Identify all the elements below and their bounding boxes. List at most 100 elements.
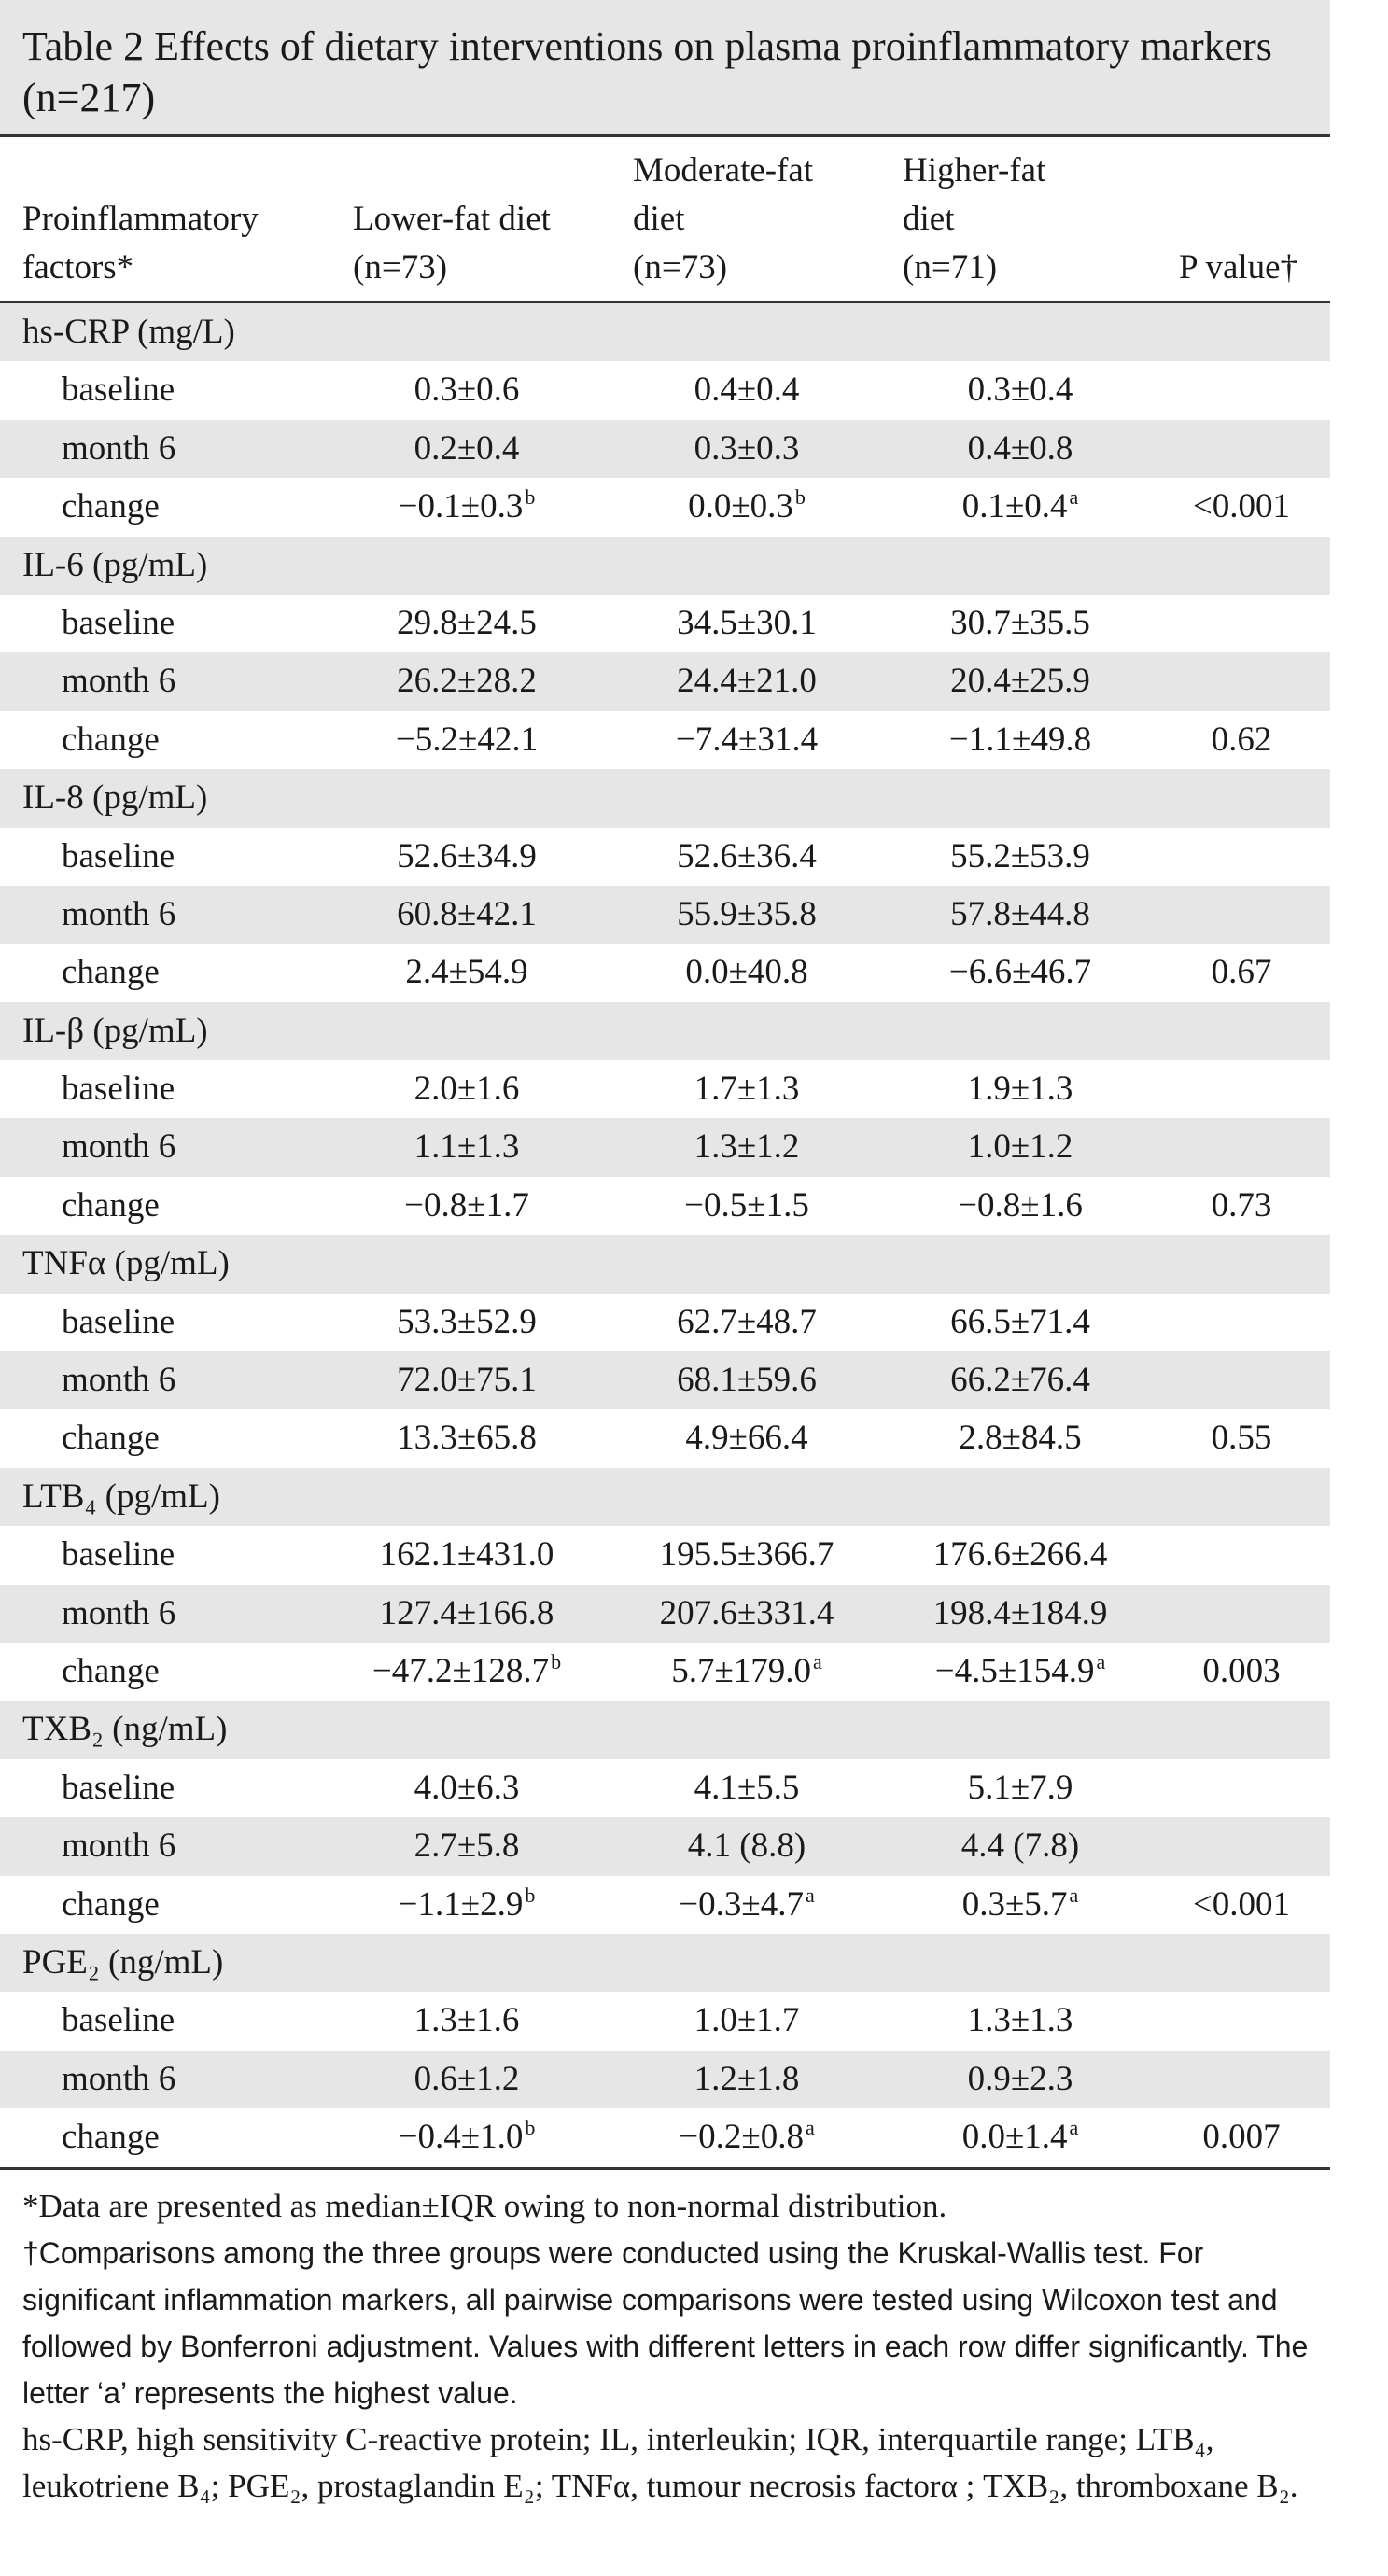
significance-letter: b: [525, 2116, 536, 2140]
lower-fat-value: 60.8±42.1: [280, 886, 653, 944]
table-row: change −5.2±42.1 −7.4±31.4 −1.1±49.8 0.62: [0, 711, 1330, 769]
table-row: baseline 29.8±24.5 34.5±30.1 30.7±35.5: [0, 595, 1330, 652]
table-row: baseline 162.1±431.0 195.5±366.7 176.6±266.…: [0, 1526, 1330, 1584]
lower-fat-value-text: 0.2±0.4: [414, 428, 520, 468]
higher-fat-value: 198.4±184.9: [834, 1585, 1207, 1643]
table-row: month 6 127.4±166.8 207.6±331.4 198.4±184.9: [0, 1584, 1330, 1643]
table-row: baseline 1.3±1.6 1.0±1.7 1.3±1.3: [0, 1992, 1330, 2050]
footnote-comparisons: †Comparisons among the three groups were…: [22, 2235, 1309, 2410]
higher-fat-value-text: 57.8±44.8: [950, 894, 1090, 933]
higher-fat-value: 1.0±1.2: [834, 1118, 1207, 1176]
higher-fat-value: −1.1±49.8: [834, 711, 1207, 769]
higher-fat-value: 0.3±0.4: [834, 361, 1207, 419]
significance-letter: a: [813, 1649, 822, 1673]
higher-fat-value-text: 20.4±25.9: [950, 662, 1090, 701]
higher-fat-value: 0.4±0.8: [834, 420, 1207, 478]
row-label: change: [62, 1419, 160, 1458]
row-label: month 6: [62, 1593, 176, 1632]
table-row: change 2.4±54.9 0.0±40.8 −6.6±46.7 0.67: [0, 944, 1330, 1001]
row-label: change: [62, 720, 160, 759]
higher-fat-value-text: 176.6±266.4: [932, 1535, 1108, 1575]
moderate-fat-value-text: −0.5±1.5: [684, 1185, 809, 1225]
higher-fat-value: 55.2±53.9: [834, 828, 1207, 886]
table-row: change 13.3±65.8 4.9±66.4 2.8±84.5 0.55: [0, 1409, 1330, 1467]
table-row: baseline 4.0±6.3 4.1±5.5 5.1±7.9: [0, 1759, 1330, 1817]
lower-fat-value-text: 2.0±1.6: [414, 1070, 520, 1109]
higher-fat-value-text: 0.1±0.4: [961, 487, 1068, 526]
higher-fat-value-text: −6.6±46.7: [948, 953, 1092, 992]
lower-fat-value: −0.8±1.7: [280, 1177, 653, 1235]
moderate-fat-value-text: 207.6±331.4: [659, 1593, 834, 1632]
higher-fat-value-text: 4.4 (7.8): [960, 1827, 1080, 1866]
group-label: IL-β (pg/mL): [22, 1011, 208, 1050]
moderate-fat-value: 68.1±59.6: [560, 1351, 933, 1409]
table-row: month 6 0.2±0.4 0.3±0.3 0.4±0.8: [0, 419, 1330, 479]
higher-fat-value-text: 0.0±1.4: [961, 2118, 1068, 2157]
lower-fat-value: 162.1±431.0: [280, 1526, 653, 1584]
lower-fat-value-text: 0.3±0.6: [414, 371, 520, 410]
significance-letter: b: [551, 1649, 562, 1673]
group-row: TNFα (pg/mL): [0, 1235, 1330, 1294]
higher-fat-value: 1.3±1.3: [834, 1992, 1207, 2050]
moderate-fat-value-text: 1.0±1.7: [694, 2001, 800, 2040]
table-title: Table 2 Effects of dietary interventions…: [0, 0, 1330, 137]
higher-fat-value: 57.8±44.8: [834, 886, 1207, 944]
lower-fat-value: 2.4±54.9: [280, 944, 653, 1001]
lower-fat-value-text: −1.1±2.9: [398, 1884, 524, 1924]
row-label: month 6: [62, 662, 176, 701]
lower-fat-value: 0.6±1.2: [280, 2051, 653, 2108]
moderate-fat-value-text: 55.9±35.8: [677, 894, 817, 933]
lower-fat-value: −5.2±42.1: [280, 711, 653, 769]
moderate-fat-value-text: 4.1 (8.8): [687, 1827, 806, 1866]
moderate-fat-value: 0.3±0.3: [560, 420, 933, 478]
higher-fat-value: −4.5±154.9a: [834, 1643, 1207, 1701]
moderate-fat-value-text: −7.4±31.4: [675, 720, 819, 759]
group-label: hs-CRP (mg/L): [22, 313, 235, 351]
lower-fat-value-text: 13.3±65.8: [397, 1419, 537, 1458]
moderate-fat-value: 4.1±5.5: [560, 1759, 933, 1817]
p-value: 0.62: [1211, 720, 1272, 759]
lower-fat-value-text: 4.0±6.3: [414, 1768, 520, 1807]
group-label: TXB₂ (ng/mL): [22, 1710, 228, 1749]
table-row: month 6 60.8±42.1 55.9±35.8 57.8±44.8: [0, 885, 1330, 945]
lower-fat-value-text: 2.7±5.8: [414, 1827, 520, 1866]
lower-fat-value: 29.8±24.5: [280, 595, 653, 652]
header-higher-fat: Higher-fat diet (n=71): [903, 151, 1046, 287]
lower-fat-value: 13.3±65.8: [280, 1409, 653, 1467]
row-label: month 6: [62, 2059, 176, 2098]
header-lower-fat: Lower-fat diet (n=73): [353, 200, 551, 287]
row-label: month 6: [62, 1361, 176, 1400]
lower-fat-value-text: −47.2±128.7: [372, 1651, 550, 1690]
higher-fat-value: 1.9±1.3: [834, 1060, 1207, 1118]
moderate-fat-value-text: 34.5±30.1: [677, 603, 817, 642]
higher-fat-value: 0.3±5.7a: [834, 1876, 1207, 1934]
moderate-fat-value-text: 24.4±21.0: [677, 662, 817, 701]
table-row: month 6 1.1±1.3 1.3±1.2 1.0±1.2: [0, 1118, 1330, 1177]
higher-fat-value-text: 1.3±1.3: [967, 2001, 1073, 2040]
p-value: <0.001: [1192, 1884, 1291, 1924]
table-row: change −0.1±0.3b 0.0±0.3b 0.1±0.4a <0.001: [0, 478, 1330, 536]
row-label: baseline: [62, 1302, 175, 1341]
p-value: 0.003: [1202, 1651, 1281, 1690]
significance-letter: a: [1069, 2116, 1079, 2140]
moderate-fat-value-text: −0.2±0.8: [679, 2118, 804, 2157]
moderate-fat-value-text: 0.3±0.3: [694, 428, 800, 468]
table-row: month 6 72.0±75.1 68.1±59.6 66.2±76.4: [0, 1351, 1330, 1410]
table-row: change −47.2±128.7b 5.7±179.0a −4.5±154.9a 0…: [0, 1643, 1330, 1701]
lower-fat-value-text: 1.1±1.3: [414, 1127, 520, 1167]
moderate-fat-value-text: 68.1±59.6: [677, 1361, 817, 1400]
lower-fat-value: 53.3±52.9: [280, 1294, 653, 1351]
footnote-data-presentation: *Data are presented as median±IQR owing …: [22, 2187, 947, 2224]
moderate-fat-value: 207.6±331.4: [560, 1585, 933, 1643]
higher-fat-value-text: 66.5±71.4: [950, 1302, 1090, 1341]
higher-fat-value-text: 5.1±7.9: [967, 1768, 1073, 1807]
higher-fat-value-text: 2.8±84.5: [959, 1419, 1082, 1458]
moderate-fat-value: 195.5±366.7: [560, 1526, 933, 1584]
table-row: baseline 0.3±0.6 0.4±0.4 0.3±0.4: [0, 361, 1330, 419]
moderate-fat-value: 4.1 (8.8): [560, 1817, 933, 1875]
moderate-fat-value: 0.0±0.3b: [560, 478, 933, 536]
higher-fat-value: 4.4 (7.8): [834, 1817, 1207, 1875]
moderate-fat-value: −0.5±1.5: [560, 1177, 933, 1235]
row-label: month 6: [62, 428, 176, 468]
lower-fat-value: 72.0±75.1: [280, 1351, 653, 1409]
